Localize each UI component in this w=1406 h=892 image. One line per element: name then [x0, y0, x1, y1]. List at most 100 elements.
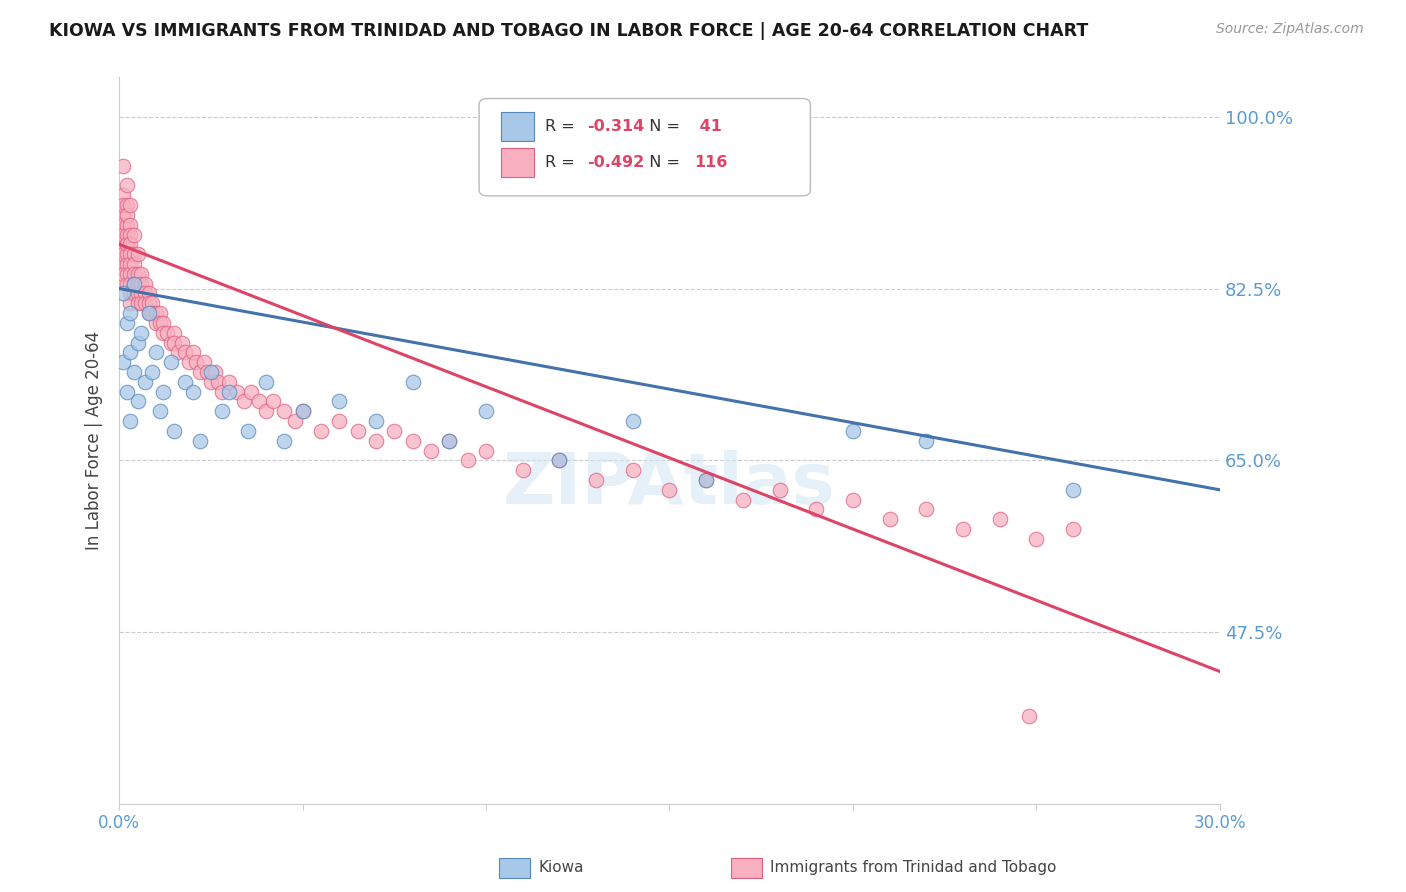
Text: 116: 116 [693, 155, 727, 170]
Point [159, 355, 181, 369]
Point [129, 277, 152, 291]
Point [115, 316, 138, 330]
Point [134, 296, 156, 310]
Point [138, 306, 160, 320]
Point [127, 247, 149, 261]
Point [111, 208, 134, 222]
Text: N =: N = [638, 155, 685, 170]
Point [225, 384, 247, 399]
Point [879, 512, 901, 526]
Point [731, 492, 754, 507]
Point [457, 453, 479, 467]
Point [115, 178, 138, 193]
Point [768, 483, 790, 497]
Point [177, 355, 200, 369]
Point [115, 267, 138, 281]
Text: Kiowa: Kiowa [538, 861, 583, 875]
Point [122, 257, 145, 271]
Point [152, 326, 174, 340]
Point [141, 365, 163, 379]
Point [240, 384, 263, 399]
Point [952, 522, 974, 536]
Point [134, 375, 156, 389]
Point [273, 404, 295, 418]
Point [134, 286, 156, 301]
Point [111, 159, 134, 173]
Point [207, 375, 229, 389]
Point [181, 384, 204, 399]
Point [115, 247, 138, 261]
Point [111, 247, 134, 261]
Point [156, 326, 179, 340]
Point [163, 424, 186, 438]
Point [174, 375, 197, 389]
Point [200, 375, 222, 389]
Point [1025, 532, 1047, 546]
Point [364, 434, 387, 448]
Point [111, 198, 134, 212]
Point [145, 345, 167, 359]
Point [328, 394, 350, 409]
Point [548, 453, 571, 467]
Point [138, 306, 160, 320]
Point [159, 335, 181, 350]
Point [134, 277, 156, 291]
Text: ZIPAtlas: ZIPAtlas [503, 450, 835, 519]
Point [115, 198, 138, 212]
Point [129, 326, 152, 340]
Point [129, 296, 152, 310]
Point [218, 384, 240, 399]
Point [115, 227, 138, 242]
Point [181, 345, 204, 359]
Point [149, 306, 172, 320]
Point [439, 434, 461, 448]
Point [111, 355, 134, 369]
Text: N =: N = [638, 119, 685, 134]
Y-axis label: In Labor Force | Age 20-64: In Labor Force | Age 20-64 [86, 331, 103, 550]
Text: -0.314: -0.314 [586, 119, 644, 134]
Point [122, 277, 145, 291]
Point [988, 512, 1011, 526]
Point [512, 463, 534, 477]
Point [1062, 483, 1084, 497]
Point [120, 296, 142, 310]
Point [284, 414, 307, 428]
Text: R =: R = [546, 119, 581, 134]
Point [291, 404, 314, 418]
Point [163, 326, 186, 340]
Point [120, 198, 142, 212]
Point [695, 473, 717, 487]
Point [120, 227, 142, 242]
Point [122, 365, 145, 379]
Point [129, 286, 152, 301]
Point [548, 453, 571, 467]
Point [262, 394, 284, 409]
Point [127, 335, 149, 350]
Point [585, 473, 607, 487]
Point [439, 434, 461, 448]
Point [122, 286, 145, 301]
Point [842, 492, 865, 507]
Point [111, 227, 134, 242]
Point [200, 365, 222, 379]
Point [115, 208, 138, 222]
Point [111, 286, 134, 301]
Point [273, 434, 295, 448]
Point [115, 237, 138, 252]
Point [254, 375, 277, 389]
Point [127, 286, 149, 301]
Point [174, 345, 197, 359]
Point [127, 267, 149, 281]
Point [402, 375, 425, 389]
Point [211, 404, 233, 418]
Point [120, 277, 142, 291]
FancyBboxPatch shape [479, 98, 810, 196]
Text: Source: ZipAtlas.com: Source: ZipAtlas.com [1216, 22, 1364, 37]
Point [186, 355, 208, 369]
FancyBboxPatch shape [501, 148, 534, 177]
Point [141, 306, 163, 320]
Point [247, 394, 270, 409]
Point [236, 424, 259, 438]
Point [122, 277, 145, 291]
Point [111, 257, 134, 271]
